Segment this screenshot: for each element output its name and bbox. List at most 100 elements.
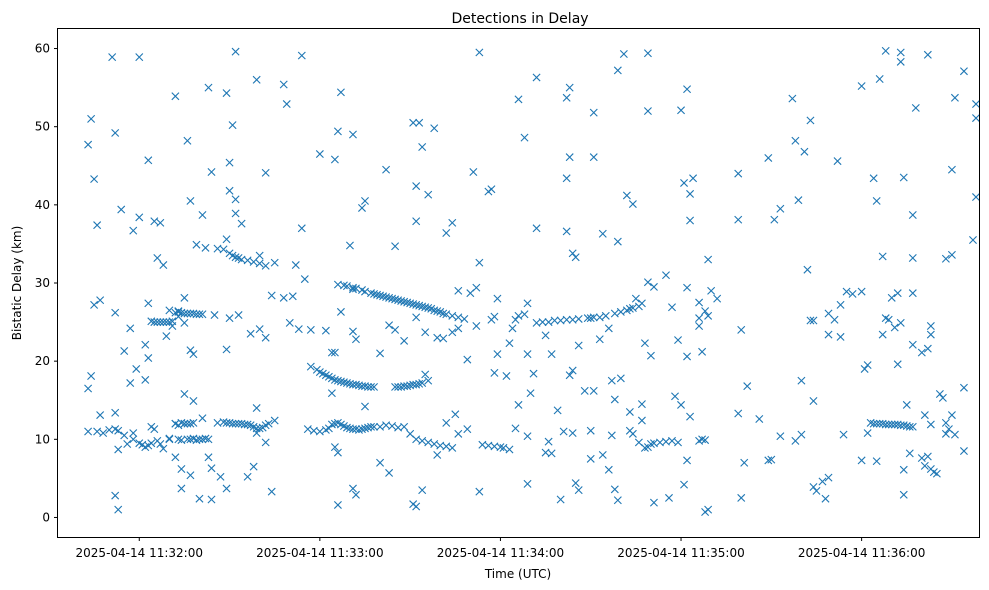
data-point: [604, 324, 613, 333]
data-point: [367, 382, 376, 391]
data-point: [502, 372, 511, 380]
data-point: [222, 345, 231, 354]
data-point: [123, 440, 132, 448]
data-point: [968, 236, 977, 245]
data-point: [472, 321, 481, 330]
data-point: [433, 307, 442, 316]
data-point: [348, 327, 357, 336]
data-point: [165, 318, 174, 327]
data-point: [99, 429, 108, 438]
data-point: [472, 283, 481, 292]
data-point: [315, 427, 324, 436]
data-point: [183, 309, 192, 318]
data-point: [376, 291, 385, 300]
data-point: [562, 174, 571, 183]
data-point: [908, 254, 917, 262]
data-point: [797, 430, 806, 439]
data-point: [905, 449, 914, 458]
data-point: [255, 424, 264, 433]
data-point: [198, 310, 207, 319]
data-point: [231, 209, 240, 218]
data-point: [523, 432, 532, 441]
data-point: [403, 382, 412, 391]
data-point: [613, 66, 622, 75]
data-point: [475, 48, 484, 57]
data-point: [153, 254, 162, 262]
data-point: [351, 284, 360, 293]
data-point: [595, 313, 604, 322]
data-point: [403, 298, 412, 307]
y-tick-label: 40: [35, 198, 50, 212]
data-point: [695, 298, 704, 307]
data-point: [270, 258, 279, 267]
data-point: [610, 485, 619, 494]
data-point: [701, 436, 710, 445]
data-point: [972, 193, 980, 202]
data-point: [400, 422, 409, 431]
data-point: [255, 251, 264, 260]
data-point: [177, 484, 186, 493]
data-point: [171, 92, 180, 101]
data-point: [941, 418, 950, 427]
data-point: [616, 374, 625, 383]
data-point: [339, 281, 348, 290]
data-point: [219, 245, 228, 254]
data-point: [734, 169, 743, 178]
data-point: [677, 400, 686, 409]
y-tick-label: 20: [35, 354, 50, 368]
data-point: [430, 440, 439, 448]
data-point: [917, 454, 926, 463]
data-point: [809, 397, 818, 406]
data-markers: [84, 46, 980, 516]
data-point: [321, 326, 330, 335]
data-point: [153, 318, 162, 327]
data-point: [562, 315, 571, 324]
x-tick-label: 2025-04-14 11:33:00: [256, 546, 383, 560]
data-point: [198, 435, 207, 444]
data-point: [637, 299, 646, 308]
data-point: [351, 380, 360, 389]
data-point: [376, 422, 385, 431]
data-point: [222, 89, 231, 98]
data-point: [637, 400, 646, 409]
data-point: [595, 335, 604, 344]
data-point: [84, 427, 93, 436]
data-point: [643, 107, 652, 116]
x-tick-label: 2025-04-14 11:35:00: [617, 546, 744, 560]
data-point: [204, 83, 213, 92]
data-point: [237, 219, 246, 228]
x-tick-label: 2025-04-14 11:32:00: [76, 546, 203, 560]
data-point: [216, 472, 225, 481]
data-point: [857, 287, 866, 296]
data-point: [228, 121, 237, 130]
data-point: [553, 406, 562, 415]
data-point: [893, 360, 902, 369]
y-tick-label: 60: [35, 42, 50, 56]
data-point: [947, 411, 956, 420]
data-point: [887, 293, 896, 302]
data-point: [222, 484, 231, 493]
data-point: [589, 153, 598, 162]
data-point: [911, 103, 920, 112]
data-point: [252, 429, 261, 438]
data-point: [114, 505, 123, 514]
data-point: [734, 215, 743, 224]
data-point: [225, 186, 234, 195]
data-point: [243, 420, 252, 429]
data-point: [607, 376, 616, 385]
data-point: [941, 429, 950, 438]
data-point: [165, 434, 174, 443]
data-point: [695, 314, 704, 323]
data-point: [454, 324, 463, 333]
data-point: [294, 325, 303, 334]
data-point: [421, 303, 430, 312]
data-point: [297, 224, 306, 233]
data-point: [625, 426, 634, 435]
data-point: [776, 432, 785, 441]
data-point: [896, 57, 905, 66]
data-point: [899, 421, 908, 430]
data-point: [409, 300, 418, 309]
data-point: [806, 116, 815, 125]
data-point: [351, 490, 360, 499]
